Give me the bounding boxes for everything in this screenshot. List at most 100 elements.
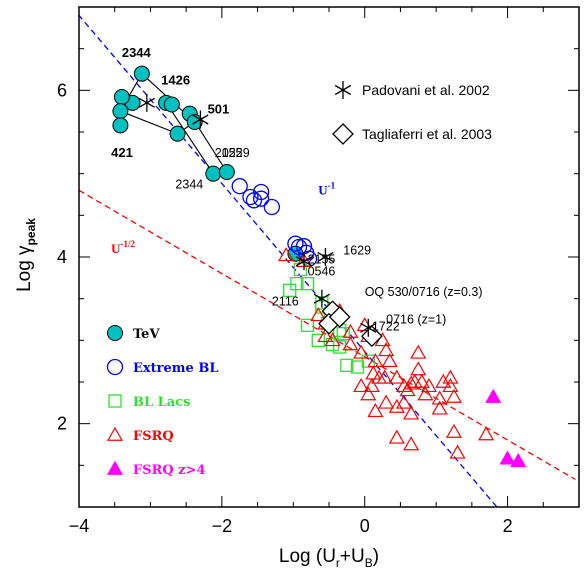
point-fsrq	[403, 405, 420, 420]
plot-content: 2344142650142123442155022916292155054621…	[79, 14, 576, 507]
plot-area: 2344142650142123442155022916292155054621…	[79, 14, 576, 507]
point-fsrq	[395, 377, 413, 393]
legend-marker-extreme-bl	[106, 358, 124, 376]
point-extreme-bl	[242, 188, 259, 206]
source-label: 2344	[175, 178, 203, 192]
point-fsrq-z-4	[510, 452, 527, 468]
point-fsrq	[376, 369, 393, 384]
point-tev	[112, 117, 129, 134]
line-label: U-1/2	[111, 239, 135, 256]
point-fsrq	[431, 400, 448, 415]
x-tick-label: −4	[69, 516, 90, 536]
ref-legend-marker-asterisk	[334, 81, 352, 99]
point-extreme-bl	[231, 178, 248, 195]
y-tick-label: 4	[57, 247, 67, 267]
axes: −4 −2 0 2 2 4 6	[57, 6, 580, 536]
point-bl-lacs	[333, 340, 347, 354]
y-tick-label: 2	[57, 414, 67, 434]
point-fsrq	[388, 369, 405, 384]
point-bl-lacs	[336, 327, 350, 341]
point-fsrq	[442, 377, 459, 393]
x-tick-label: 0	[360, 516, 370, 536]
legend-marker-fsrq	[106, 426, 124, 441]
svg-text:Log (Ur+UB): Log (Ur+UB)	[279, 546, 379, 570]
point-fsrq	[445, 423, 463, 438]
point-tagliaferri	[360, 325, 383, 348]
point-bl-lacs	[361, 354, 375, 368]
legend-label-extreme-bl: Extreme BL	[133, 361, 218, 376]
point-fsrq	[378, 342, 395, 357]
point-padovani	[317, 248, 334, 266]
legend-marker-bl-lacs	[108, 394, 122, 408]
point-padovani	[313, 289, 330, 308]
point-fsrq	[388, 429, 405, 444]
point-fsrq	[445, 388, 463, 403]
point-bl-lacs	[311, 333, 325, 347]
point-fsrq	[381, 352, 398, 368]
point-tev	[133, 65, 150, 82]
point-extreme-bl	[252, 183, 270, 201]
point-fsrq	[395, 394, 413, 409]
source-label: 2116	[272, 294, 299, 308]
point-fsrq-z-4	[499, 450, 516, 465]
point-fsrq	[324, 332, 341, 347]
source-label: 1629	[343, 244, 371, 258]
point-fsrq	[278, 247, 295, 262]
point-fsrq	[410, 361, 427, 376]
point-fsrq	[413, 373, 430, 388]
point-fsrq	[378, 394, 395, 409]
source-label: 421	[111, 145, 133, 160]
point-fsrq	[365, 365, 382, 380]
point-tev	[113, 89, 130, 105]
svg-text:Log γpeak: Log γpeak	[14, 218, 38, 292]
point-tev	[205, 165, 222, 182]
point-tev	[163, 96, 180, 113]
y-tick-label: 6	[57, 80, 67, 100]
point-padovani	[192, 110, 209, 129]
point-padovani	[138, 93, 155, 112]
legend-label-tev: TeV	[133, 327, 160, 342]
point-tev	[218, 164, 235, 180]
point-fsrq	[431, 390, 448, 405]
point-fsrq	[478, 426, 495, 441]
point-fsrq	[360, 386, 377, 401]
point-fsrq	[420, 377, 438, 393]
source-label: 2344	[122, 45, 152, 60]
point-extreme-bl	[287, 235, 304, 252]
source-label: 501	[208, 102, 230, 117]
source-label: 0716 (z=1)	[386, 313, 446, 327]
y-axis-label: Log γpeak	[14, 218, 38, 292]
legend-marker-tev	[107, 325, 123, 341]
tev-connector-line	[165, 102, 214, 174]
point-fsrq	[417, 386, 434, 401]
legend-label-fsrq-z-4: FSRQ z>4	[133, 463, 206, 478]
point-bl-lacs	[300, 318, 315, 332]
x-axis-label: Log (Ur+UB)	[279, 546, 379, 570]
legend-marker-fsrq-z-4	[106, 460, 124, 475]
point-bl-lacs	[300, 277, 315, 291]
point-fsrq	[353, 344, 370, 359]
point-bl-lacs	[340, 358, 354, 372]
point-fsrq	[435, 373, 452, 388]
source-label: 1722	[372, 319, 400, 333]
point-tagliaferri	[328, 306, 351, 328]
x-tick-label: −2	[212, 516, 233, 536]
ref-legend-marker-diamond-open	[332, 123, 354, 145]
point-bl-lacs	[290, 277, 304, 291]
point-padovani	[295, 252, 313, 271]
source-label: 2155	[308, 253, 336, 267]
point-fsrq	[342, 336, 359, 351]
source-label: OQ 530/0716 (z=0.3)	[365, 285, 483, 299]
ref-legend-label: Tagliaferri et al. 2003	[362, 126, 492, 142]
point-fsrq	[399, 382, 416, 397]
point-bl-lacs	[283, 283, 297, 297]
point-extreme-bl	[263, 198, 281, 216]
point-tev	[112, 103, 129, 120]
point-fsrq	[410, 344, 427, 359]
point-fsrq	[388, 398, 405, 413]
legend-label-fsrq: FSRQ	[133, 429, 174, 444]
point-fsrq	[403, 436, 420, 451]
trend-line-u-half	[79, 189, 576, 481]
point-fsrq	[449, 444, 466, 459]
